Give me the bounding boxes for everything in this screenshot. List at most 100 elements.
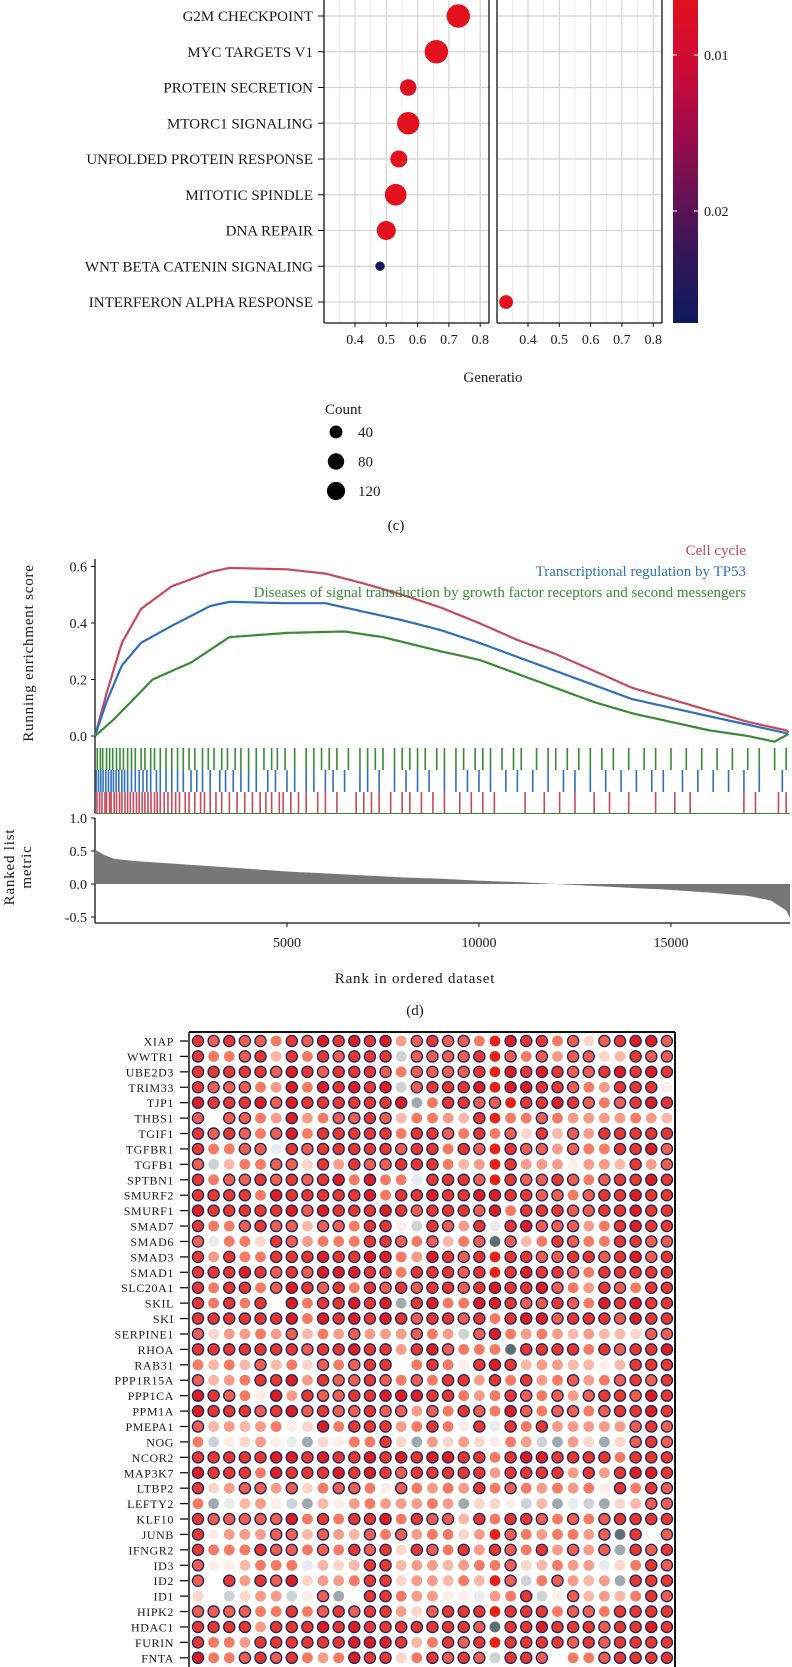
heatmap-cell (583, 1559, 595, 1571)
heatmap-cell (598, 1220, 610, 1232)
heatmap-cell (255, 1189, 266, 1201)
heatmap-cell (223, 1605, 236, 1618)
heatmap-cell (207, 1034, 220, 1048)
heatmap-cell (285, 1620, 299, 1634)
heatmap-cell (348, 1081, 361, 1094)
colorbar-tick-label: 0.01 (704, 49, 729, 64)
heatmap-cell (301, 1266, 314, 1279)
heatmap-cell (613, 1081, 627, 1094)
heatmap-cell (348, 1620, 361, 1634)
heatmap-cell (380, 1328, 391, 1340)
heatmap-cell (582, 1605, 596, 1618)
heatmap-cell (223, 1296, 236, 1310)
heatmap-cell (614, 1112, 626, 1124)
heatmap-cell (535, 1651, 549, 1665)
heatmap-cell (316, 1605, 330, 1618)
heatmap-cell (238, 1512, 252, 1526)
heatmap-cell (379, 1096, 392, 1109)
heatmap-cell (519, 1636, 533, 1649)
heatmap-cell (302, 1328, 313, 1340)
heatmap-cell (286, 1390, 298, 1402)
heatmap-cell (254, 1065, 267, 1079)
heatmap-cell (223, 1173, 236, 1187)
heatmap-cell (660, 1173, 674, 1187)
heatmap-cell (348, 1358, 361, 1372)
heatmap-cell (613, 1034, 627, 1048)
heatmap-cell (238, 1219, 252, 1233)
heatmap-cell (504, 1034, 517, 1048)
heatmap-cell (629, 1250, 642, 1264)
heatmap-cell (457, 1081, 470, 1094)
heatmap-cell (566, 1296, 580, 1310)
heatmap-cell (566, 1127, 580, 1140)
heatmap-cell (598, 1467, 610, 1479)
heatmap-cell (223, 1127, 236, 1140)
heatmap-cell (192, 1436, 204, 1448)
heatmap-cell (552, 1482, 563, 1494)
heatmap-cell (395, 1251, 407, 1263)
heatmap-cell (348, 1543, 361, 1557)
heatmap-cell (613, 1266, 627, 1279)
heatmap-cell (583, 1282, 595, 1294)
heatmap-cell (316, 1404, 330, 1418)
heatmap-cell (332, 1050, 345, 1063)
heatmap-cell (285, 1158, 299, 1171)
heatmap-cell (567, 1282, 579, 1294)
heatmap-cell (441, 1605, 455, 1618)
heatmap-cell (645, 1081, 658, 1094)
heatmap-cell (552, 1513, 563, 1525)
heatmap-cell (567, 1652, 579, 1664)
heatmap-cell (302, 1313, 313, 1324)
heatmap-cell (363, 1312, 377, 1325)
heatmap-cell (269, 1451, 283, 1464)
heatmap-cell (395, 1266, 407, 1278)
heatmap-cell (519, 1173, 533, 1187)
heatmap-cell (254, 1451, 267, 1464)
heatmap-cell (583, 1112, 595, 1124)
heatmap-cell (504, 1158, 517, 1171)
heatmap-cell (566, 1512, 580, 1526)
heatmap-cell (645, 1127, 658, 1140)
heatmap-cell (191, 1111, 205, 1125)
heatmap-cell (379, 1605, 392, 1618)
heatmap-cell (316, 1266, 330, 1279)
heatmap-cell (317, 1498, 329, 1509)
heatmap-cell (426, 1250, 439, 1264)
heatmap-cell (442, 1112, 454, 1124)
heatmap-cell (442, 1158, 454, 1170)
heatmap-cell (191, 1219, 205, 1233)
heatmap-row-label: NOG (146, 1435, 174, 1449)
heatmap-cell (473, 1358, 486, 1372)
heatmap-cell (660, 1435, 674, 1449)
heatmap-cell (519, 1219, 533, 1233)
heatmap-cell (645, 1266, 658, 1279)
heatmap-cell (473, 1327, 486, 1341)
heatmap-cell (536, 1236, 548, 1247)
heatmap-cell (567, 1559, 579, 1571)
heatmap-cell (285, 1651, 299, 1665)
heatmap-cell (457, 1034, 470, 1048)
heatmap-cell (239, 1590, 251, 1602)
heatmap-cell (441, 1451, 455, 1464)
heatmap-cell (519, 1204, 533, 1217)
term-label: WNT BETA CATENIN SIGNALING (85, 259, 313, 275)
heatmap-cell (535, 1219, 549, 1233)
heatmap-cell (427, 1498, 438, 1509)
heatmap-cell (535, 1343, 549, 1356)
heatmap-cell (394, 1466, 408, 1480)
size-legend-label: 80 (358, 455, 373, 471)
heatmap-cell (629, 1296, 642, 1310)
heatmap-cell (457, 1404, 470, 1418)
heatmap-cell (316, 1466, 330, 1480)
heatmap-cell (395, 1328, 407, 1340)
heatmap-cell (348, 1575, 360, 1587)
heatmap-cell (239, 1559, 251, 1571)
heatmap-cell (394, 1481, 408, 1495)
heatmap-cell (285, 1481, 299, 1495)
heatmap-cell (442, 1359, 454, 1371)
heatmap-cell (598, 1436, 610, 1448)
heatmap-cell (223, 1359, 235, 1371)
heatmap-cell (411, 1236, 423, 1247)
heatmap-cell (489, 1112, 501, 1124)
